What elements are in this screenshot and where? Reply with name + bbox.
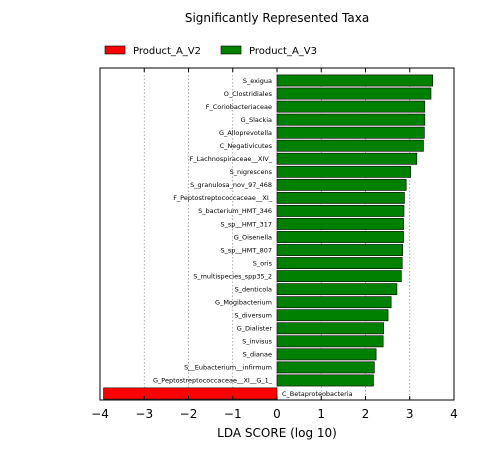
bar-s-sp-hmt-317 xyxy=(276,218,404,230)
bar-label: S_invisus xyxy=(242,338,272,346)
bar-label: G_Slackia xyxy=(241,116,272,124)
x-tick-label: 2 xyxy=(362,407,370,421)
bar-label: C_Betaproteobacteria xyxy=(282,390,353,398)
bar-label: S_diversum xyxy=(234,312,272,320)
bar-label: S_exigua xyxy=(243,77,272,85)
bar-label: S_granulosa_nov_97_468 xyxy=(190,181,272,189)
bar-f-lachnospiraceae-xiv xyxy=(276,152,418,165)
bar-s-invisus xyxy=(276,335,384,348)
bar-label: F_Peptostreptococcaceae__XI_ xyxy=(173,194,273,202)
bar-labels: S_exigua O_Clostridiales F_Coriobacteriace… xyxy=(153,77,353,398)
x-tick-label: −3 xyxy=(135,407,153,421)
bar-label: S_multispecies_spp35_2 xyxy=(193,272,272,280)
bar-label: S_oris xyxy=(253,259,273,267)
legend-label: Product_A_V2 xyxy=(133,46,201,57)
x-tick-label: −4 xyxy=(91,407,109,421)
bar-o-clostridiales xyxy=(276,87,432,100)
bar-g-slackia xyxy=(276,113,426,126)
bar-label: S_dianae xyxy=(243,351,272,359)
bar-label: S__Eubacterium__infirmum xyxy=(184,364,272,372)
bar-label: S_bacterium_HMT_346 xyxy=(198,207,272,215)
bar-f-peptostreptococcaceae-xi xyxy=(276,191,405,204)
bar-c-betaproteobacteria xyxy=(103,387,278,400)
legend-swatch xyxy=(220,45,242,55)
bar-label: O_Clostridiales xyxy=(224,90,273,98)
bar-s-granulosa-nov-97-468 xyxy=(276,178,407,191)
bar-g-peptostreptococcaceae-xi-g-1 xyxy=(276,374,374,387)
x-tick-label: 1 xyxy=(317,407,325,421)
bar-g-dialister xyxy=(276,322,384,335)
bar-g-oisenella xyxy=(276,231,404,243)
legend-swatch xyxy=(104,45,126,55)
x-tick-label: 4 xyxy=(450,407,458,421)
bar-s-denticola xyxy=(276,283,398,296)
bar-g-alloprevotella xyxy=(276,126,425,139)
bar-c-negativicutes xyxy=(276,139,424,152)
bar-label: S_sp__HMT_317 xyxy=(220,220,272,228)
x-tick-label: 3 xyxy=(406,407,414,421)
chart-title: Significantly Represented Taxa xyxy=(185,11,369,25)
bar-label: S_sp__HMT_807 xyxy=(220,246,272,254)
bar-s-dianae xyxy=(276,348,377,361)
x-axis-label: LDA SCORE (log 10) xyxy=(217,426,337,440)
bar-label: S_nigrescens xyxy=(230,168,273,176)
bar-s-bacterium-hmt-346 xyxy=(276,205,405,217)
legend-label: Product_A_V3 xyxy=(249,46,317,57)
bar-s-eubacterium-infirmum xyxy=(276,361,375,374)
bar-label: F_Coriobacteriaceae xyxy=(206,103,272,111)
bar-label: S_denticola xyxy=(235,285,272,293)
bar-g-mogibacterium xyxy=(276,296,392,309)
bar-s-diversum xyxy=(276,309,389,322)
legend: Product_A_V2 Product_A_V3 xyxy=(104,45,317,57)
bar-label: C_Negativicutes xyxy=(220,142,273,150)
bar-label: F_Lachnospiraceae__XIV_ xyxy=(190,155,273,163)
bar-label: G_Dialister xyxy=(237,325,273,333)
bar-s-oris xyxy=(276,257,403,269)
x-tick-label: −1 xyxy=(224,407,242,421)
x-tick-label: −2 xyxy=(180,407,198,421)
bar-label: G_Oisenella xyxy=(234,233,272,241)
bar-label: G_Alloprevotella xyxy=(219,129,272,137)
bar-label: G_Peptostreptococcaceae__XI__G_1_ xyxy=(153,377,273,385)
bar-s-nigrescens xyxy=(276,165,411,178)
bar-f-coriobacteriaceae xyxy=(276,100,426,113)
bar-s-exigua xyxy=(276,74,434,87)
bar-s-sp-hmt-807 xyxy=(276,244,403,256)
bars xyxy=(103,74,434,400)
bar-label: G_Mogibacterium xyxy=(215,299,272,307)
x-axis-ticks: −4 −3 −2 −1 0 1 2 3 4 xyxy=(91,68,458,421)
bar-s-multispecies-spp35-2 xyxy=(276,270,402,283)
x-tick-label: 0 xyxy=(273,407,281,421)
